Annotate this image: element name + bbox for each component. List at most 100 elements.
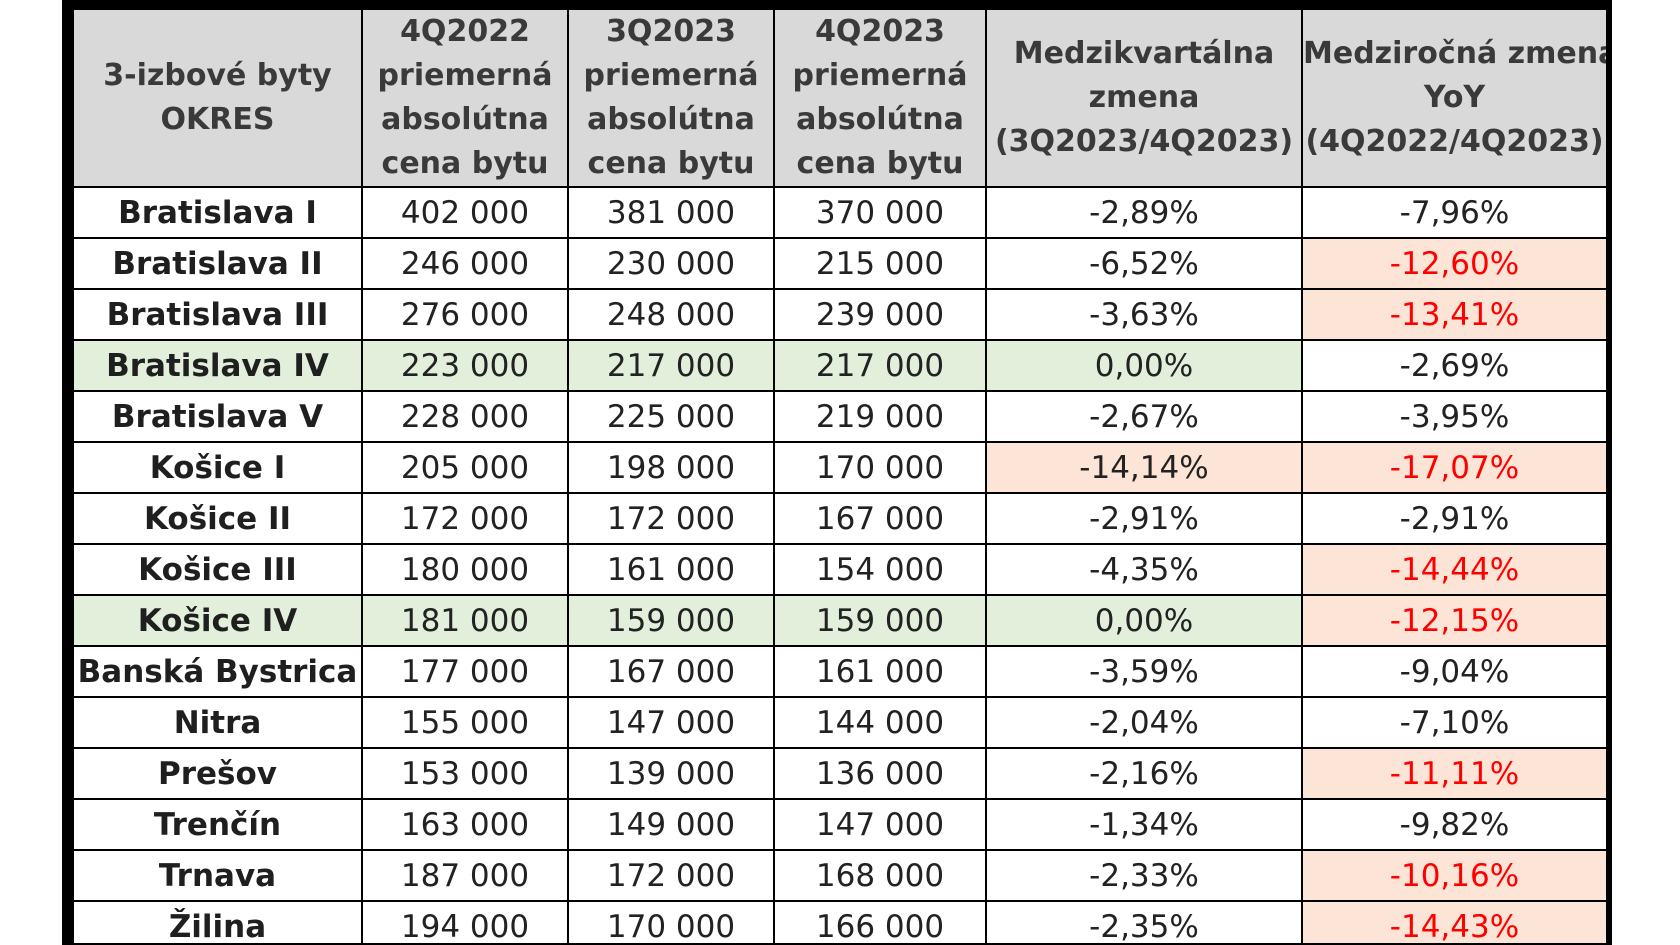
cell-4q2022-price: 181 000 bbox=[361, 594, 569, 647]
cell-yoy-change: -17,07% bbox=[1301, 441, 1606, 494]
cell-yoy-change: -13,41% bbox=[1301, 288, 1606, 341]
cell-qoq-change: -2,33% bbox=[985, 849, 1303, 902]
cell-yoy-change: -10,16% bbox=[1301, 849, 1606, 902]
cell-qoq-change: -2,16% bbox=[985, 747, 1303, 800]
cell-3q2023-price: 230 000 bbox=[567, 237, 775, 290]
cell-4q2022-price: 155 000 bbox=[361, 696, 569, 749]
cell-yoy-change: -14,43% bbox=[1301, 900, 1606, 943]
table-row: Bratislava III 276 000 248 000 239 000 -3,63… bbox=[72, 288, 1606, 341]
cell-4q2023-price: 370 000 bbox=[773, 186, 987, 239]
cell-4q2023-price: 154 000 bbox=[773, 543, 987, 596]
cell-4q2022-price: 153 000 bbox=[361, 747, 569, 800]
cell-okres: Banská Bystrica bbox=[72, 645, 363, 698]
cell-3q2023-price: 147 000 bbox=[567, 696, 775, 749]
cell-3q2023-price: 161 000 bbox=[567, 543, 775, 596]
cell-4q2023-price: 144 000 bbox=[773, 696, 987, 749]
cell-3q2023-price: 217 000 bbox=[567, 339, 775, 392]
header-yoy-change: Medziročná zmena YoY (4Q2022/4Q2023) bbox=[1301, 8, 1606, 188]
cell-3q2023-price: 198 000 bbox=[567, 441, 775, 494]
cell-4q2022-price: 205 000 bbox=[361, 441, 569, 494]
cell-yoy-change: -3,95% bbox=[1301, 390, 1606, 443]
cell-3q2023-price: 248 000 bbox=[567, 288, 775, 341]
table-body: Bratislava I 402 000 381 000 370 000 -2,89% -… bbox=[72, 186, 1606, 943]
cell-yoy-change: -2,91% bbox=[1301, 492, 1606, 545]
cell-okres: Košice IV bbox=[72, 594, 363, 647]
cell-4q2023-price: 136 000 bbox=[773, 747, 987, 800]
cell-qoq-change: -6,52% bbox=[985, 237, 1303, 290]
cell-okres: Žilina bbox=[72, 900, 363, 943]
table-row: Košice IV 181 000 159 000 159 000 0,00% -12,1… bbox=[72, 594, 1606, 647]
cell-4q2022-price: 194 000 bbox=[361, 900, 569, 943]
table-row: Trnava 187 000 172 000 168 000 -2,33% -10,16% bbox=[72, 849, 1606, 902]
cell-yoy-change: -9,04% bbox=[1301, 645, 1606, 698]
cell-qoq-change: -2,35% bbox=[985, 900, 1303, 943]
cell-3q2023-price: 159 000 bbox=[567, 594, 775, 647]
header-row: 3-izbové byty OKRES 4Q2022 priemerná abs… bbox=[72, 8, 1606, 188]
cell-4q2022-price: 402 000 bbox=[361, 186, 569, 239]
cell-4q2022-price: 246 000 bbox=[361, 237, 569, 290]
cell-okres: Košice III bbox=[72, 543, 363, 596]
cell-qoq-change: -4,35% bbox=[985, 543, 1303, 596]
cell-okres: Bratislava I bbox=[72, 186, 363, 239]
cell-qoq-change: -2,89% bbox=[985, 186, 1303, 239]
cell-4q2022-price: 228 000 bbox=[361, 390, 569, 443]
cell-okres: Trnava bbox=[72, 849, 363, 902]
cell-4q2022-price: 180 000 bbox=[361, 543, 569, 596]
table-row: Bratislava V 228 000 225 000 219 000 -2,67% -… bbox=[72, 390, 1606, 443]
cell-4q2023-price: 170 000 bbox=[773, 441, 987, 494]
cell-qoq-change: -3,63% bbox=[985, 288, 1303, 341]
cell-4q2023-price: 168 000 bbox=[773, 849, 987, 902]
cell-yoy-change: -7,10% bbox=[1301, 696, 1606, 749]
table-row: Bratislava I 402 000 381 000 370 000 -2,89% -… bbox=[72, 186, 1606, 239]
cell-3q2023-price: 139 000 bbox=[567, 747, 775, 800]
spreadsheet-area: 3-izbové byty OKRES 4Q2022 priemerná abs… bbox=[72, 8, 1606, 943]
cell-4q2022-price: 276 000 bbox=[361, 288, 569, 341]
cell-yoy-change: -14,44% bbox=[1301, 543, 1606, 596]
table-row: Bratislava IV 223 000 217 000 217 000 0,00% -… bbox=[72, 339, 1606, 392]
cell-okres: Košice I bbox=[72, 441, 363, 494]
cell-4q2022-price: 187 000 bbox=[361, 849, 569, 902]
cell-yoy-change: -11,11% bbox=[1301, 747, 1606, 800]
cell-4q2022-price: 177 000 bbox=[361, 645, 569, 698]
cell-qoq-change: -1,34% bbox=[985, 798, 1303, 851]
table-row: Košice II 172 000 172 000 167 000 -2,91% -2,9… bbox=[72, 492, 1606, 545]
cell-yoy-change: -7,96% bbox=[1301, 186, 1606, 239]
table-row: Nitra 155 000 147 000 144 000 -2,04% -7,10% bbox=[72, 696, 1606, 749]
cell-qoq-change: -3,59% bbox=[985, 645, 1303, 698]
cell-3q2023-price: 381 000 bbox=[567, 186, 775, 239]
header-qoq-change: Medzikvartálna zmena (3Q2023/4Q2023) bbox=[985, 8, 1303, 188]
cell-4q2023-price: 219 000 bbox=[773, 390, 987, 443]
cell-4q2023-price: 159 000 bbox=[773, 594, 987, 647]
cell-okres: Nitra bbox=[72, 696, 363, 749]
header-4q2023-price: 4Q2023 priemerná absolútna cena bytu bbox=[773, 8, 987, 188]
cell-3q2023-price: 172 000 bbox=[567, 849, 775, 902]
price-table: 3-izbové byty OKRES 4Q2022 priemerná abs… bbox=[72, 8, 1606, 943]
cell-qoq-change: -14,14% bbox=[985, 441, 1303, 494]
table-row: Žilina 194 000 170 000 166 000 -2,35% -14,43% bbox=[72, 900, 1606, 943]
cell-3q2023-price: 225 000 bbox=[567, 390, 775, 443]
cell-3q2023-price: 172 000 bbox=[567, 492, 775, 545]
cell-3q2023-price: 170 000 bbox=[567, 900, 775, 943]
cell-yoy-change: -12,60% bbox=[1301, 237, 1606, 290]
cell-okres: Trenčín bbox=[72, 798, 363, 851]
cell-qoq-change: 0,00% bbox=[985, 339, 1303, 392]
cell-4q2023-price: 166 000 bbox=[773, 900, 987, 943]
cell-4q2022-price: 172 000 bbox=[361, 492, 569, 545]
header-okres: 3-izbové byty OKRES bbox=[72, 8, 363, 188]
cell-qoq-change: 0,00% bbox=[985, 594, 1303, 647]
table-row: Trenčín 163 000 149 000 147 000 -1,34% -9,82% bbox=[72, 798, 1606, 851]
cell-okres: Prešov bbox=[72, 747, 363, 800]
cell-3q2023-price: 149 000 bbox=[567, 798, 775, 851]
cell-qoq-change: -2,67% bbox=[985, 390, 1303, 443]
cell-okres: Bratislava IV bbox=[72, 339, 363, 392]
table-row: Košice III 180 000 161 000 154 000 -4,35% -14… bbox=[72, 543, 1606, 596]
cell-yoy-change: -9,82% bbox=[1301, 798, 1606, 851]
cell-okres: Bratislava V bbox=[72, 390, 363, 443]
cell-qoq-change: -2,91% bbox=[985, 492, 1303, 545]
cell-yoy-change: -12,15% bbox=[1301, 594, 1606, 647]
cell-4q2023-price: 215 000 bbox=[773, 237, 987, 290]
table-row: Banská Bystrica 177 000 167 000 161 000 -3,5… bbox=[72, 645, 1606, 698]
cell-4q2022-price: 223 000 bbox=[361, 339, 569, 392]
table-row: Bratislava II 246 000 230 000 215 000 -6,52%… bbox=[72, 237, 1606, 290]
header-3q2023-price: 3Q2023 priemerná absolútna cena bytu bbox=[567, 8, 775, 188]
